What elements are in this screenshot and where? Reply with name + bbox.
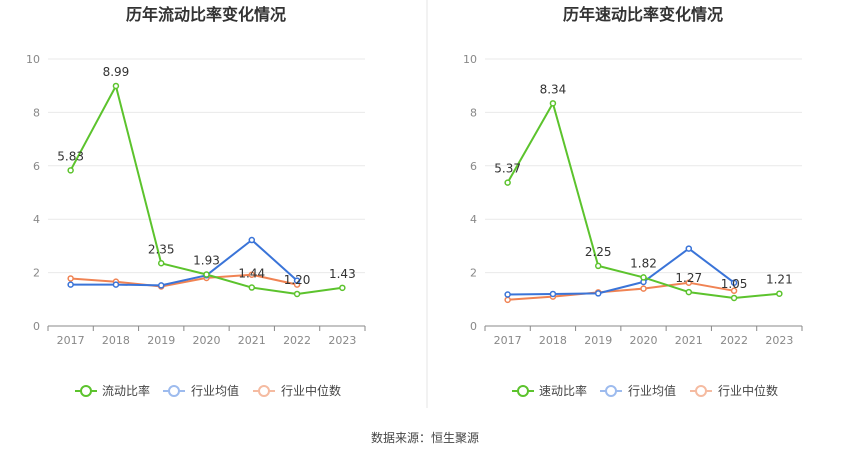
x-tick-label: 2018: [102, 334, 130, 347]
x-tick-label: 2023: [328, 334, 356, 347]
x-tick-label: 2017: [494, 334, 522, 347]
data-label: 1.82: [630, 256, 657, 270]
x-tick-label: 2021: [675, 334, 703, 347]
x-tick-label: 2019: [147, 334, 175, 347]
data-point[interactable]: [685, 279, 693, 286]
data-point[interactable]: [157, 260, 165, 267]
data-label: 1.44: [238, 267, 265, 281]
legend-marker: [80, 385, 92, 397]
legend-marker: [258, 385, 270, 397]
data-point[interactable]: [776, 290, 783, 297]
y-tick-label: 6: [33, 160, 40, 173]
data-point[interactable]: [248, 271, 256, 278]
x-tick-label: 2018: [539, 334, 567, 347]
y-tick-label: 0: [470, 320, 477, 333]
data-point[interactable]: [157, 282, 165, 289]
data-point[interactable]: [112, 281, 120, 288]
y-tick-label: 10: [26, 53, 40, 66]
legend-label: 流动比率: [102, 383, 150, 398]
x-tick-label: 2017: [57, 334, 85, 347]
data-point[interactable]: [504, 296, 511, 304]
legend-marker: [605, 385, 617, 397]
chart-title: 历年速动比率变化情况: [563, 5, 723, 24]
data-point[interactable]: [504, 291, 511, 298]
data-label: 1.93: [193, 253, 220, 267]
x-tick-label: 2021: [238, 334, 266, 347]
data-point[interactable]: [594, 262, 602, 270]
x-tick-label: 2022: [283, 334, 311, 347]
data-point[interactable]: [293, 277, 301, 284]
data-point[interactable]: [504, 179, 511, 186]
x-tick-label: 2023: [765, 334, 793, 347]
legend-item-3[interactable]: 行业中位数: [253, 383, 341, 398]
data-label: 1.21: [766, 273, 793, 287]
legend-item-1[interactable]: 流动比率: [75, 383, 150, 398]
data-point[interactable]: [248, 284, 256, 291]
y-tick-label: 2: [470, 267, 477, 280]
data-label: 2.35: [148, 242, 175, 256]
legend-label: 行业中位数: [281, 383, 341, 398]
legend-item-2[interactable]: 行业均值: [600, 383, 676, 398]
series-line-2: [70, 239, 298, 287]
legend-item-3[interactable]: 行业中位数: [690, 383, 778, 398]
chart-1: 历年流动比率变化情况 0 2 4 6 8 10 2017 2018 2019 2020 2021 202…: [26, 5, 366, 398]
y-tick-label: 0: [33, 320, 40, 333]
y-tick-label: 8: [470, 106, 477, 119]
legend-label: 行业中位数: [718, 383, 778, 398]
data-point[interactable]: [203, 271, 210, 278]
legend-label: 行业均值: [628, 383, 676, 398]
x-tick-label: 2020: [193, 334, 221, 347]
legend-label: 速动比率: [539, 383, 587, 398]
x-tick-label: 2020: [630, 334, 658, 347]
data-label: 1.20: [284, 273, 311, 287]
legend-marker: [168, 385, 180, 397]
data-point[interactable]: [685, 288, 693, 296]
data-label: 1.05: [721, 277, 748, 291]
y-tick-label: 6: [470, 160, 477, 173]
data-label: 1.27: [675, 271, 702, 285]
data-point[interactable]: [248, 236, 256, 244]
data-label: 5.37: [494, 162, 521, 176]
data-point[interactable]: [594, 290, 602, 297]
legend-label: 行业均值: [191, 383, 239, 398]
chart-title: 历年流动比率变化情况: [126, 5, 286, 24]
data-point[interactable]: [67, 167, 74, 174]
data-label: 8.34: [540, 82, 567, 96]
data-point[interactable]: [112, 82, 120, 90]
series-line-3: [70, 273, 298, 288]
series-line-3: [507, 281, 735, 301]
data-point[interactable]: [67, 281, 74, 288]
legend-marker: [517, 385, 529, 397]
y-tick-label: 10: [463, 53, 477, 66]
data-point[interactable]: [67, 275, 74, 282]
chart-2: 历年速动比率变化情况 0 2 4 6 8 10 2017 2018 2019 2020 2021 202…: [463, 5, 803, 398]
data-label: 5.83: [57, 149, 84, 163]
y-tick-label: 8: [33, 106, 40, 119]
data-point[interactable]: [549, 290, 557, 298]
legend-item-1[interactable]: 速动比率: [512, 383, 587, 398]
x-tick-label: 2022: [720, 334, 748, 347]
series-line-2: [507, 247, 735, 296]
legend-item-2[interactable]: 行业均值: [163, 383, 239, 398]
data-label: 8.99: [103, 65, 130, 79]
data-point[interactable]: [730, 279, 738, 286]
x-tick-label: 2019: [584, 334, 612, 347]
data-point[interactable]: [685, 245, 693, 252]
data-source-note: 数据来源：恒生聚源: [370, 431, 479, 445]
data-point[interactable]: [730, 287, 738, 295]
data-point[interactable]: [549, 100, 557, 107]
data-point[interactable]: [640, 285, 647, 292]
legend-marker: [695, 385, 707, 397]
data-point[interactable]: [293, 290, 301, 298]
data-label: 1.43: [329, 267, 356, 281]
y-tick-label: 4: [33, 213, 40, 226]
data-point[interactable]: [339, 284, 346, 292]
y-tick-label: 2: [33, 267, 40, 280]
y-tick-label: 4: [470, 213, 477, 226]
data-point[interactable]: [730, 294, 738, 302]
data-point[interactable]: [640, 274, 647, 281]
data-label: 2.25: [585, 245, 612, 259]
